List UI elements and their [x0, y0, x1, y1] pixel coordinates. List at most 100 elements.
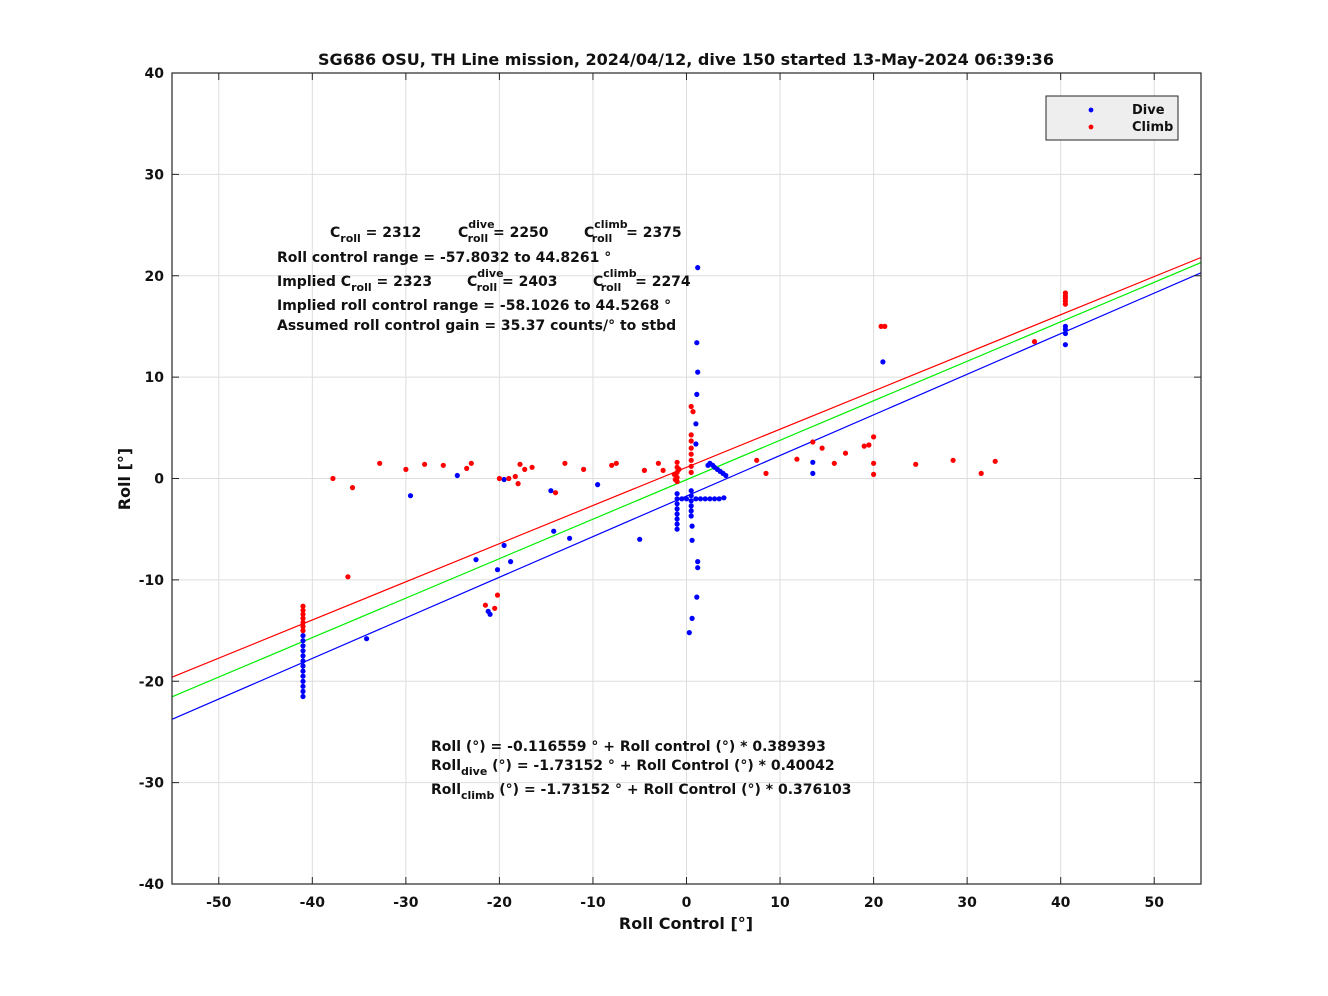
dive-point — [364, 636, 370, 642]
climb-point — [688, 469, 694, 475]
dive-point — [688, 503, 694, 509]
climb-point — [831, 460, 837, 466]
dive-point — [508, 559, 514, 565]
climb-point — [842, 450, 849, 456]
climb-point — [690, 409, 696, 415]
dive-point — [683, 496, 690, 502]
dive-point — [695, 369, 701, 375]
dive-point — [300, 668, 306, 674]
dive-point — [702, 496, 708, 502]
chart-title: SG686 OSU, TH Line mission, 2024/04/12, … — [318, 50, 1054, 69]
climb-point — [522, 466, 528, 472]
dive-point — [689, 537, 695, 543]
climb-point — [913, 461, 919, 467]
dive-point — [693, 496, 699, 502]
legend-climb-marker — [1088, 124, 1094, 130]
climb-point — [345, 574, 351, 580]
climb-point — [861, 443, 867, 449]
dive-point — [567, 535, 573, 541]
climb-point — [506, 475, 512, 482]
x-tick-label: 0 — [682, 895, 692, 911]
climb-point — [517, 461, 523, 467]
climb-point — [866, 442, 872, 448]
dive-point — [674, 491, 680, 497]
climb-point — [641, 467, 648, 473]
dive-point — [1062, 342, 1068, 348]
dive-point — [674, 516, 680, 522]
climb-point — [671, 471, 677, 477]
climb-point — [950, 457, 956, 463]
annotation-roll-climb-fit: Rollclimb (°) = -1.73152 ° + Roll Contro… — [431, 782, 851, 802]
climb-point — [688, 457, 694, 463]
dive-point — [300, 663, 306, 669]
dive-point — [674, 506, 680, 512]
dive-point — [300, 693, 306, 700]
fit-line — [171, 272, 1202, 720]
climb-point — [515, 481, 521, 487]
x-tick-label: -20 — [487, 895, 513, 911]
legend-box — [1045, 95, 1179, 141]
y-tick-label: -10 — [139, 573, 165, 589]
legend-climb-label: Climb — [1132, 120, 1173, 135]
fit-line — [171, 262, 1202, 698]
dive-point — [300, 658, 306, 664]
dive-point — [694, 340, 700, 346]
dive-point — [300, 648, 306, 654]
annotation-implied-range: Implied roll control range = -58.1026 to… — [277, 298, 671, 314]
climb-point — [810, 439, 816, 445]
annotation-gain: Assumed roll control gain = 35.37 counts… — [277, 318, 676, 334]
climb-point — [674, 459, 680, 465]
dive-point — [300, 683, 306, 689]
dive-point — [487, 611, 493, 617]
dive-point — [551, 528, 557, 534]
dive-point — [300, 688, 306, 695]
y-tick-label: 40 — [145, 66, 165, 82]
annotation-roll-control-range: Roll control range = -57.8032 to 44.8261… — [277, 250, 611, 266]
climb-point — [300, 623, 306, 630]
x-tick-label: 50 — [1144, 895, 1164, 911]
climb-point — [794, 456, 800, 462]
climb-point — [688, 445, 694, 451]
y-tick-label: -40 — [139, 877, 165, 893]
climb-point — [300, 603, 306, 609]
dive-point — [494, 567, 501, 573]
climb-point — [300, 619, 306, 626]
dive-point — [716, 496, 722, 502]
top-annotations: Croll = 2312 Cdive roll = 2250 Cclimb roll… — [277, 218, 691, 334]
climb-point — [512, 473, 518, 480]
dive-point — [695, 559, 701, 565]
climb-point — [978, 470, 984, 476]
annotation-roll-dive-fit: Rolldive (°) = -1.73152 ° + Roll Control… — [431, 758, 835, 778]
climb-point — [300, 628, 306, 634]
dive-point — [454, 472, 460, 479]
climb-point — [482, 602, 488, 608]
data-points — [300, 265, 1068, 700]
dive-point — [300, 653, 306, 659]
x-axis-label: Roll Control [°] — [619, 914, 753, 933]
dive-point — [689, 615, 695, 622]
dive-point — [694, 391, 700, 397]
climb-point — [609, 462, 615, 468]
dive-point — [688, 493, 694, 499]
x-tick-label: 30 — [957, 895, 977, 911]
climb-point — [688, 463, 694, 469]
dive-point — [697, 496, 704, 502]
dive-point — [300, 633, 306, 639]
climb-point — [613, 460, 619, 466]
dive-point — [695, 565, 701, 571]
dive-point — [689, 523, 695, 529]
climb-point — [688, 451, 694, 457]
dive-point — [688, 488, 694, 494]
x-tick-label: -40 — [300, 895, 326, 911]
climb-point — [763, 470, 769, 476]
dive-point — [637, 536, 643, 542]
x-tick-label: 10 — [770, 895, 790, 911]
y-tick-label: 0 — [154, 472, 164, 488]
climb-point — [562, 460, 568, 466]
annotation-implied-cclimb: Cclimb roll = 2274 — [593, 267, 691, 294]
climb-point — [464, 465, 470, 471]
dive-point — [674, 521, 680, 527]
dive-point — [712, 496, 718, 502]
climb-point — [992, 458, 998, 464]
